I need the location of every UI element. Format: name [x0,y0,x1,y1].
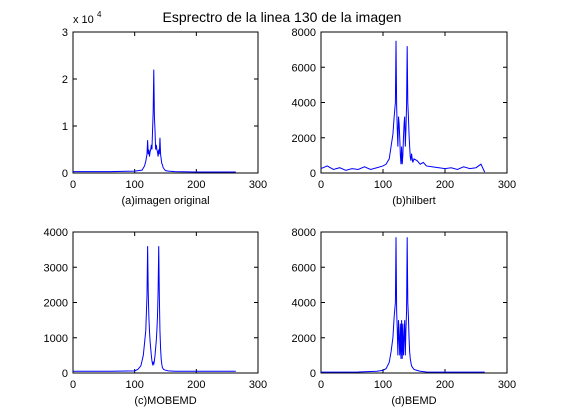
plot-frame [73,32,258,173]
y-tick-label: 2000 [292,133,316,145]
y-tick-label: 3 [62,27,68,39]
x-tick-label: 100 [374,379,392,391]
y-tick-label: 1000 [44,333,68,345]
y-tick-label: 2000 [292,333,316,345]
x-tick-label: 0 [70,179,76,191]
y-tick-label: 6000 [292,262,316,274]
plot-frame [73,232,258,373]
x-tick-label: 100 [374,179,392,191]
x-tick-label: 0 [318,379,324,391]
x-tick-label: 300 [249,179,267,191]
y-tick-label: 3000 [44,262,68,274]
y-tick-label: 8000 [292,27,316,39]
x-axis-label: (a)imagen original [121,195,209,207]
x-axis-label: (c)MOBEMD [134,395,196,407]
y-tick-label: 1 [62,121,68,133]
plot-frame [321,232,507,373]
subplot-3: 0 100 200 300 0 2000 4000 6000 8000 (d)BEMD [292,227,517,407]
y-tick-label: 4000 [292,98,316,110]
y-tick-label: 0 [62,168,68,180]
x-tick-label: 200 [187,179,205,191]
series-line [321,41,485,172]
x-tick-label: 300 [498,379,516,391]
y-multiplier-exponent: 4 [97,10,102,19]
figure-title: Esprectro de la linea 130 de la imagen [163,9,402,25]
y-multiplier-label: x 10 [73,14,94,26]
series-line [73,246,236,371]
y-tick-label: 4000 [292,298,316,310]
y-tick-label: 2 [62,74,68,86]
y-tick-label: 0 [310,368,316,380]
x-tick-label: 200 [187,379,205,391]
y-tick-label: 0 [310,168,316,180]
series-line [73,70,236,172]
subplot-1: 0 100 200 300 0 2000 4000 6000 8000 (b)hilbert [292,27,517,207]
y-tick-label: 2000 [44,298,68,310]
y-tick-label: 4000 [44,227,68,239]
x-tick-label: 200 [436,379,454,391]
x-axis-label: (b)hilbert [392,195,435,207]
y-tick-label: 0 [62,368,68,380]
x-tick-label: 100 [125,379,143,391]
x-tick-label: 300 [249,379,267,391]
x-axis-label: (d)BEMD [391,395,436,407]
x-tick-label: 300 [498,179,516,191]
x-tick-label: 0 [70,379,76,391]
plot-frame [321,32,507,173]
x-tick-label: 200 [436,179,454,191]
y-tick-label: 6000 [292,62,316,74]
x-tick-label: 100 [125,179,143,191]
series-line [321,237,485,372]
subplot-0: 0 100 200 300 0 1 2 3 x 10 4 (a)imagen original [62,10,267,207]
y-tick-label: 8000 [292,227,316,239]
x-tick-label: 0 [318,179,324,191]
